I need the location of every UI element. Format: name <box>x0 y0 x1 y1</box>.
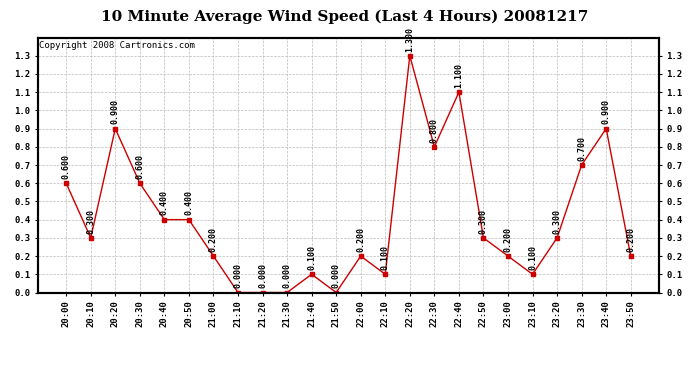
Text: 0.400: 0.400 <box>184 190 193 216</box>
Text: 0.100: 0.100 <box>528 245 537 270</box>
Text: 0.800: 0.800 <box>430 118 439 142</box>
Text: 0.700: 0.700 <box>577 136 586 161</box>
Text: 0.900: 0.900 <box>602 99 611 124</box>
Text: 0.000: 0.000 <box>233 263 242 288</box>
Text: 1.300: 1.300 <box>405 27 414 51</box>
Text: 0.000: 0.000 <box>283 263 292 288</box>
Text: 0.100: 0.100 <box>381 245 390 270</box>
Text: 1.100: 1.100 <box>455 63 464 88</box>
Text: 0.600: 0.600 <box>61 154 70 179</box>
Text: 0.200: 0.200 <box>627 227 635 252</box>
Text: 0.300: 0.300 <box>479 209 488 234</box>
Text: 0.300: 0.300 <box>86 209 95 234</box>
Text: 0.200: 0.200 <box>356 227 365 252</box>
Text: 0.100: 0.100 <box>307 245 316 270</box>
Text: 0.600: 0.600 <box>135 154 144 179</box>
Text: 0.200: 0.200 <box>504 227 513 252</box>
Text: 0.000: 0.000 <box>332 263 341 288</box>
Text: 10 Minute Average Wind Speed (Last 4 Hours) 20081217: 10 Minute Average Wind Speed (Last 4 Hou… <box>101 9 589 24</box>
Text: 0.300: 0.300 <box>553 209 562 234</box>
Text: 0.900: 0.900 <box>111 99 120 124</box>
Text: 0.400: 0.400 <box>160 190 169 216</box>
Text: 0.200: 0.200 <box>209 227 218 252</box>
Text: Copyright 2008 Cartronics.com: Copyright 2008 Cartronics.com <box>39 41 195 50</box>
Text: 0.000: 0.000 <box>258 263 267 288</box>
